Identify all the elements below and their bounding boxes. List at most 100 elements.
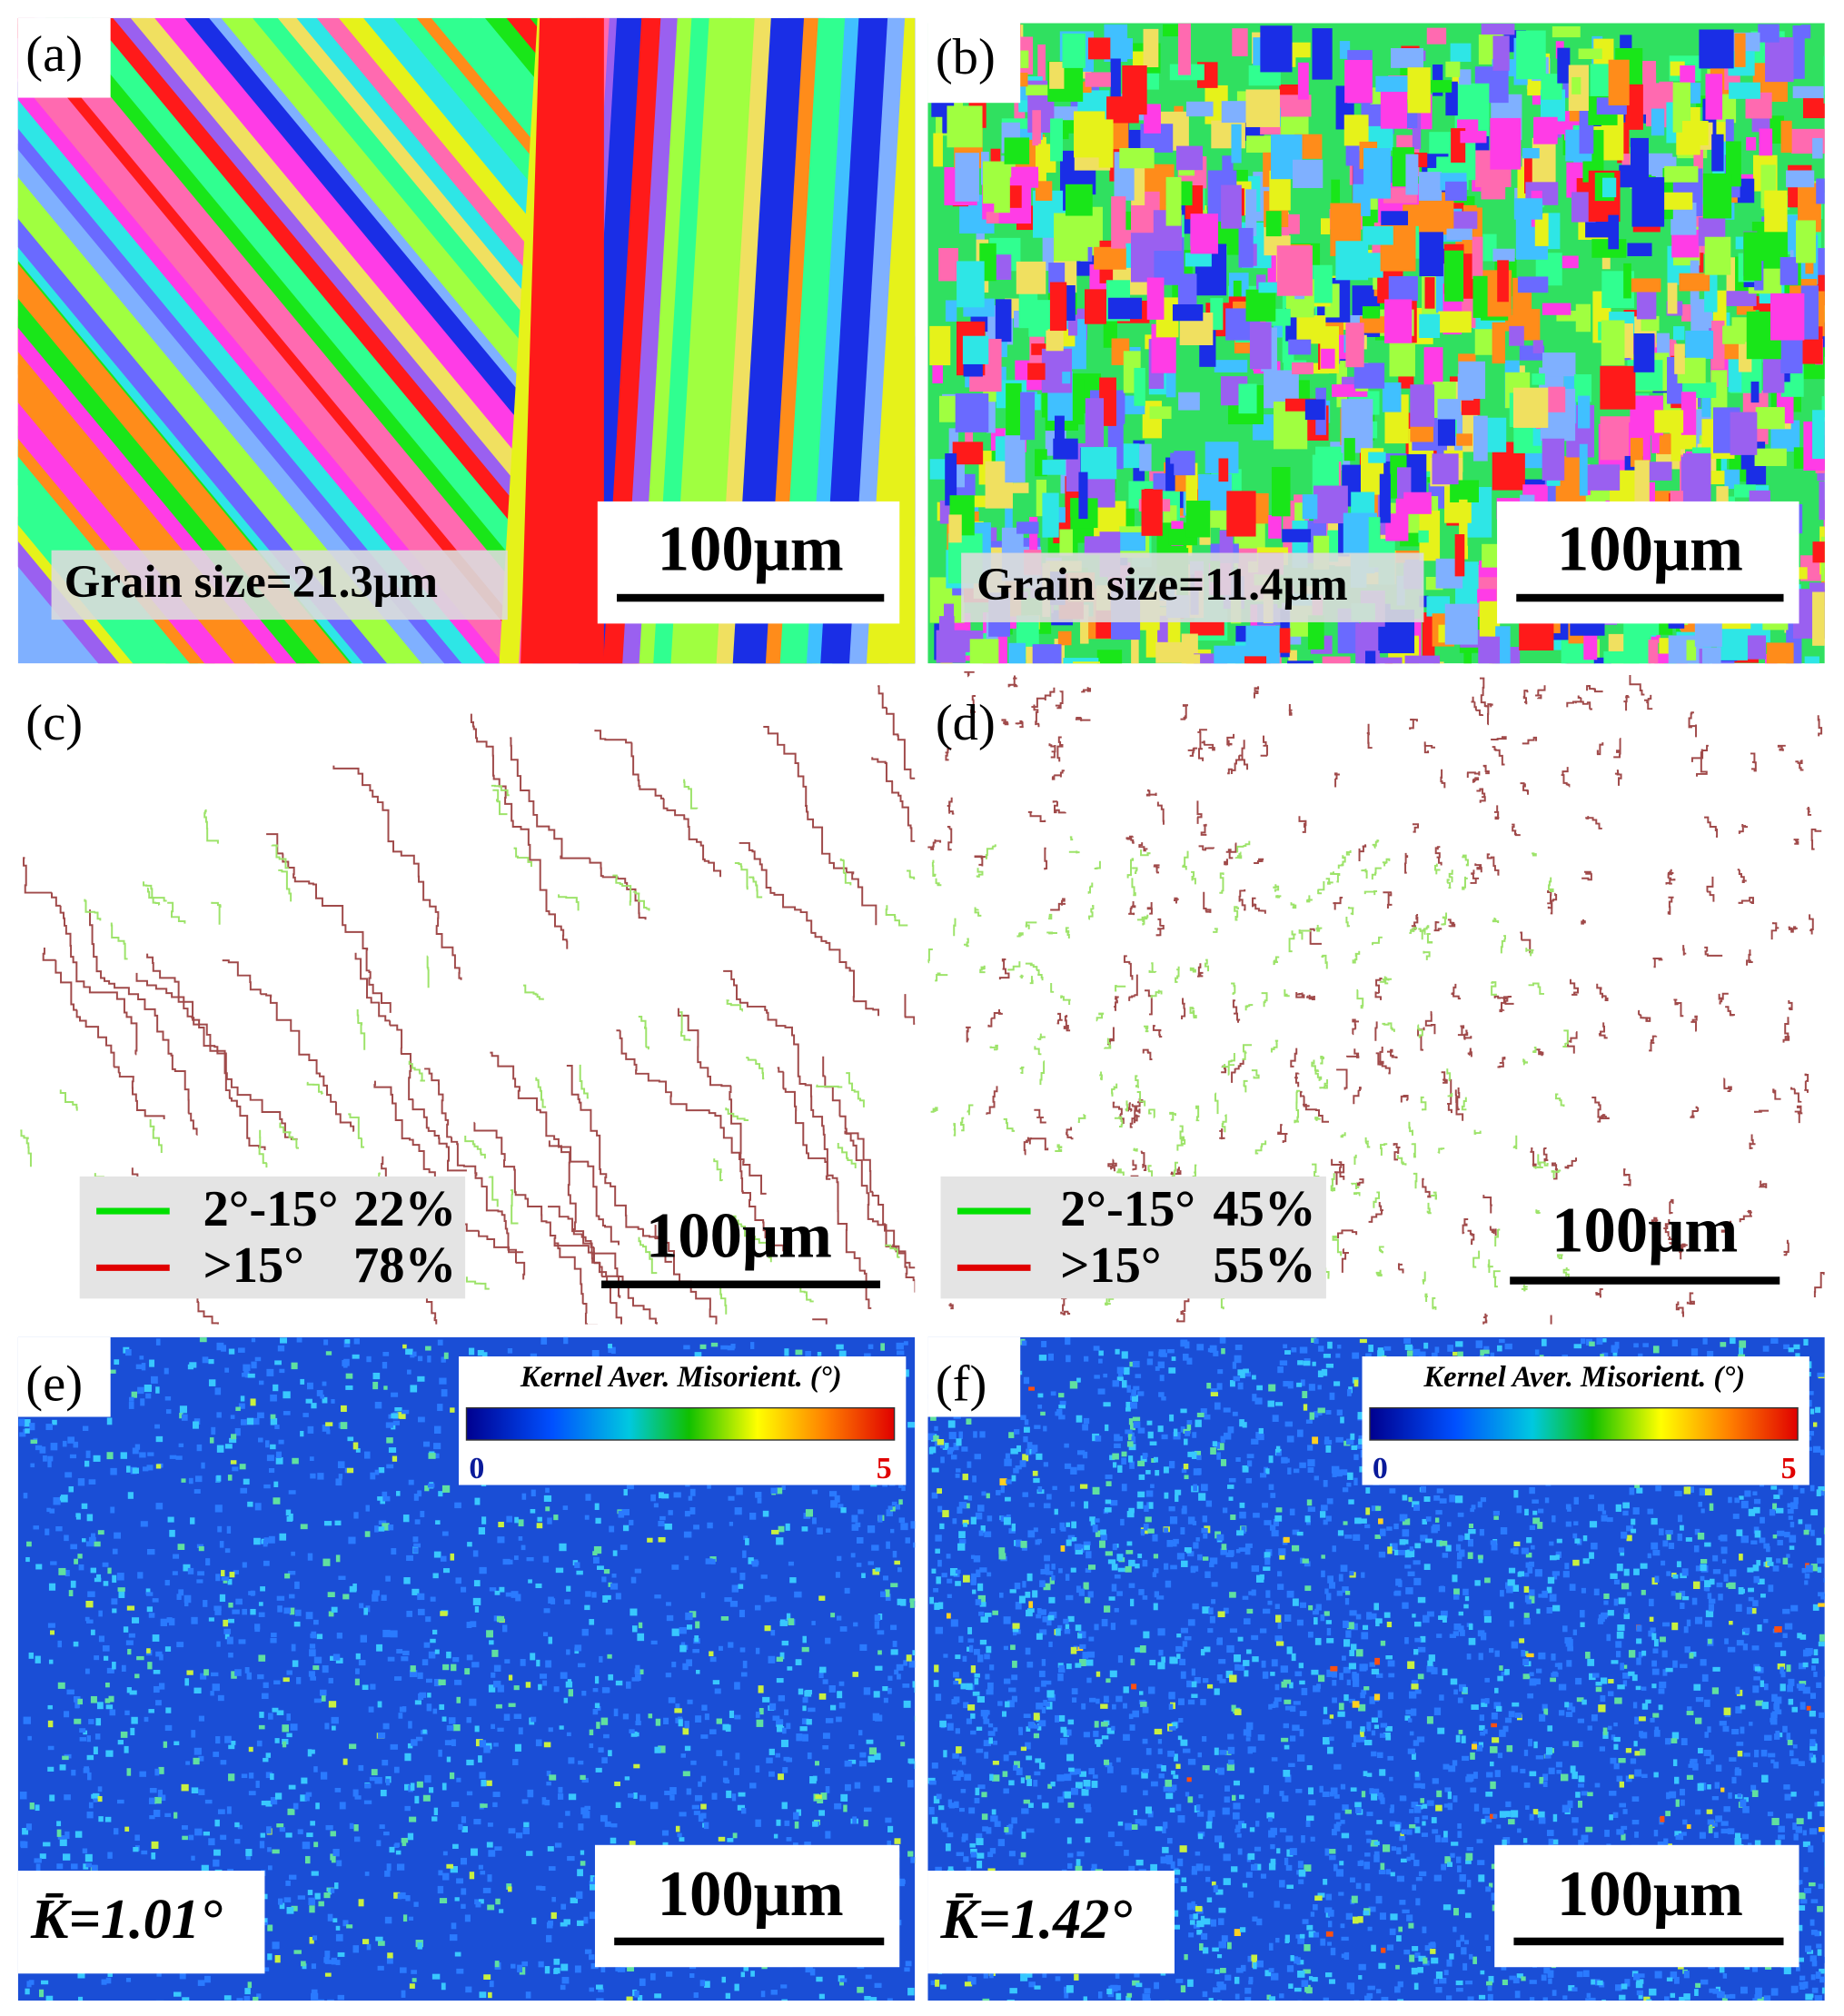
kam-pixel — [201, 1864, 209, 1873]
kam-pixel — [547, 1846, 554, 1852]
kam-pixel — [452, 1724, 461, 1732]
kam-pixel — [197, 1980, 205, 1986]
kam-pixel — [355, 1448, 361, 1453]
kam-pixel — [173, 1991, 182, 1997]
kam-pixel — [94, 1733, 101, 1740]
kam-pixel — [169, 1529, 175, 1537]
kam-pixel — [412, 1536, 419, 1543]
kam-pixel — [164, 1367, 169, 1375]
kam-pixel — [114, 1359, 120, 1366]
kam-pixel — [121, 1664, 126, 1672]
grain — [1800, 25, 1811, 39]
boundary — [1644, 694, 1653, 710]
kam-pixel — [1295, 1789, 1303, 1793]
kam-pixel — [64, 1794, 71, 1801]
kam-pixel — [887, 1505, 893, 1510]
kam-pixel — [1125, 1401, 1132, 1409]
kam-pixel — [755, 1765, 760, 1773]
kam-pixel — [111, 1598, 118, 1605]
kam-pixel — [1591, 1979, 1599, 1985]
kam-pixel — [566, 1649, 570, 1655]
kam-pixel — [709, 1729, 717, 1734]
boundary — [1665, 878, 1676, 885]
kam-pixel — [1649, 1988, 1657, 1996]
kam-pixel — [694, 1794, 703, 1802]
boundary — [1095, 1012, 1105, 1022]
kam-pixel — [1484, 1815, 1492, 1822]
kam-pixel — [253, 1996, 259, 2001]
kam-pixel — [548, 1727, 553, 1733]
kam-pixel — [301, 1961, 306, 1967]
kam-pixel — [742, 1660, 748, 1669]
kam-pixel — [243, 1478, 250, 1485]
kam-pixel — [750, 1971, 755, 1977]
boundary — [1433, 920, 1442, 932]
kam-pixel — [404, 1783, 410, 1791]
kam-pixel — [1575, 1792, 1581, 1798]
grain — [1296, 315, 1326, 344]
boundary — [1408, 1121, 1413, 1137]
kam-pixel — [639, 1794, 647, 1802]
kam-pixel — [386, 1437, 393, 1444]
boundary — [1525, 948, 1534, 957]
kam-pixel — [292, 1802, 299, 1810]
kam-pixel — [929, 1596, 934, 1604]
kam-pixel — [607, 1654, 612, 1659]
kam-pixel — [346, 1924, 353, 1929]
kam-pixel — [873, 1785, 880, 1793]
kam-pixel — [82, 1848, 88, 1854]
kam-pixel — [354, 1678, 360, 1686]
kam-pixel — [43, 1455, 47, 1462]
kam-pixel — [431, 1816, 438, 1822]
boundary — [1128, 901, 1136, 916]
kam-pixel — [149, 1359, 155, 1367]
kam-pixel — [548, 1596, 554, 1604]
grain — [1654, 410, 1684, 433]
grain — [1406, 453, 1427, 496]
boundary — [465, 1276, 490, 1290]
kam-pixel — [377, 1965, 384, 1971]
boundary — [998, 958, 1010, 980]
kam-pixel — [1284, 1744, 1290, 1750]
grain — [1078, 472, 1088, 520]
kam-pixel — [520, 1544, 526, 1551]
grain — [1016, 521, 1039, 534]
kam-pixel — [279, 1902, 285, 1910]
boundary — [1412, 823, 1420, 833]
kam-pixel — [684, 1511, 690, 1517]
kam-pixel — [247, 1501, 253, 1507]
kam-pixel — [488, 1850, 496, 1857]
kam-pixel — [460, 1857, 468, 1865]
kam-pixel — [668, 1697, 676, 1703]
kam-pixel — [776, 1678, 784, 1683]
kam-pixel — [770, 1629, 776, 1636]
boundary — [1596, 983, 1609, 1001]
kam-pixel — [74, 1558, 78, 1564]
kam-pixel — [872, 1713, 880, 1721]
kam-pixel — [935, 1534, 942, 1542]
kam-pixel — [631, 1677, 639, 1682]
kam-pixel — [716, 1718, 722, 1724]
kam-pixel — [627, 1966, 634, 1971]
kam-pixel — [836, 1344, 844, 1350]
kam-pixel — [384, 1916, 392, 1924]
kam-pixel — [25, 1823, 32, 1831]
kam-pixel — [47, 1623, 55, 1628]
kam-pixel — [420, 1511, 425, 1518]
kam-pixel — [58, 1567, 66, 1575]
boundary — [1368, 1202, 1383, 1223]
grain — [1450, 43, 1472, 63]
boundary — [1126, 1102, 1133, 1112]
kam-pixel — [1023, 1376, 1030, 1385]
kam-pixel — [288, 1490, 296, 1495]
boundary — [1060, 1310, 1071, 1316]
kam-pixel — [577, 1869, 583, 1877]
kam-pixel — [91, 1793, 99, 1799]
boundary — [1532, 852, 1537, 857]
boundary — [1795, 760, 1804, 771]
kam-pixel — [456, 1777, 461, 1783]
boundary — [1341, 1247, 1349, 1273]
grain — [1704, 236, 1731, 275]
kam-pixel — [776, 1487, 783, 1495]
grain — [948, 514, 962, 543]
